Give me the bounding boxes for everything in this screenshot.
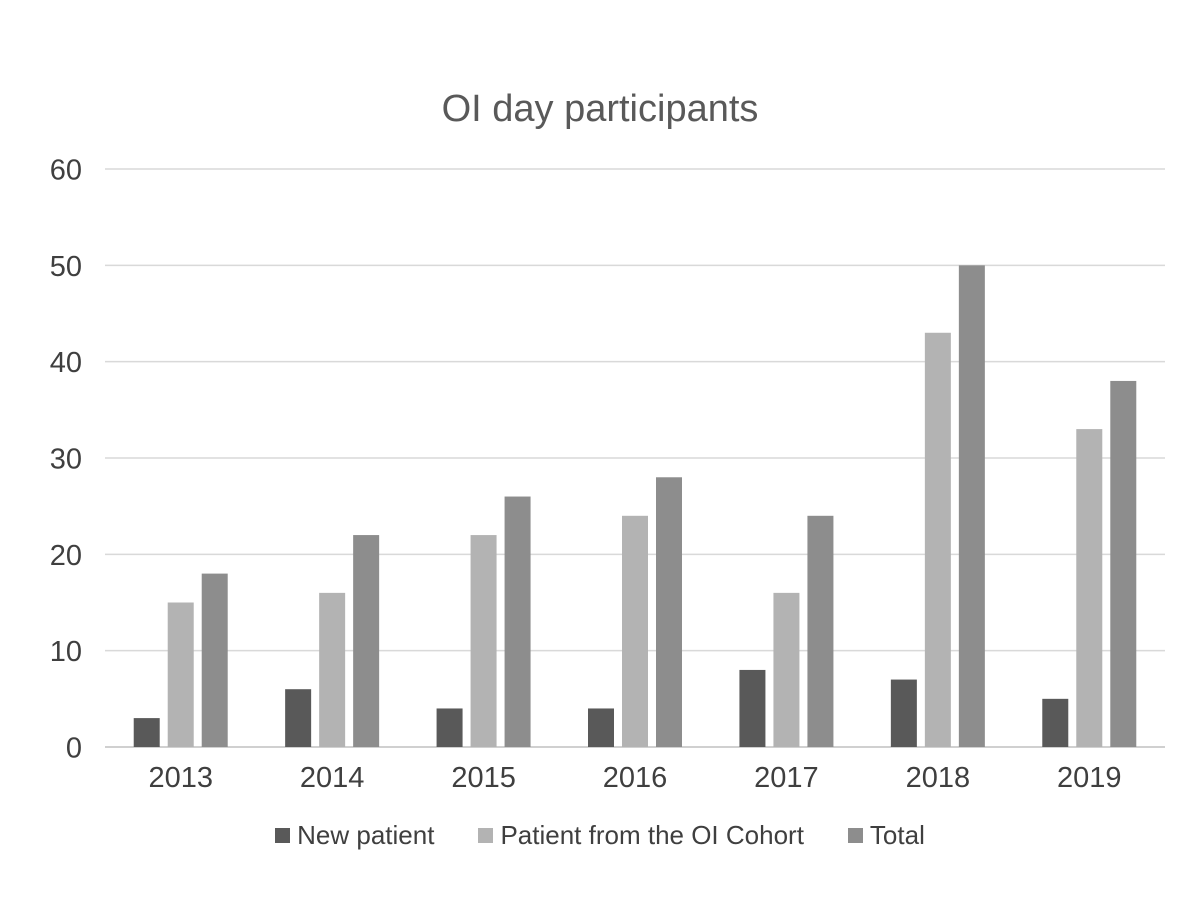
legend-label: Total (869, 820, 925, 850)
legend-swatch (847, 828, 863, 843)
y-tick-label: 60 (50, 155, 82, 187)
bar-new-patient (436, 708, 463, 747)
bar-patient-from-the-oi-cohort (622, 515, 648, 747)
bar-patient-from-the-oi-cohort (470, 535, 497, 747)
bar-total (656, 477, 682, 747)
bar-total (1110, 380, 1137, 747)
legend-item: New patient (275, 820, 434, 851)
x-tick-label: 2018 (906, 762, 971, 794)
x-tick-label: 2016 (603, 762, 668, 794)
bar-patient-from-the-oi-cohort (773, 592, 800, 747)
bar-total (807, 515, 834, 747)
bar-total (353, 535, 380, 747)
bar-new-patient (285, 689, 312, 747)
bar-patient-from-the-oi-cohort (167, 602, 194, 747)
x-tick-label: 2019 (1057, 762, 1122, 794)
bar-new-patient (1042, 698, 1069, 747)
y-tick-label: 20 (50, 540, 82, 572)
legend: New patient Patient from the OI Cohort Tot… (0, 820, 1200, 851)
legend-label: Patient from the OI Cohort (500, 820, 804, 850)
x-tick-label: 2017 (754, 762, 819, 794)
bar-patient-from-the-oi-cohort (1076, 429, 1103, 747)
bar-total (504, 496, 531, 747)
legend-label: New patient (297, 820, 435, 850)
y-tick-label: 0 (66, 733, 82, 765)
bar-new-patient (588, 708, 614, 747)
legend-item: Total (847, 820, 925, 851)
y-tick-label: 50 (50, 251, 82, 283)
y-tick-label: 10 (50, 636, 82, 668)
bar-total (958, 265, 985, 747)
legend-swatch (275, 828, 291, 843)
legend-item: Patient from the OI Cohort (478, 820, 804, 851)
x-tick-label: 2015 (451, 762, 516, 794)
y-tick-label: 30 (50, 444, 82, 476)
bar-total (201, 573, 228, 747)
bar-new-patient (133, 718, 160, 747)
bar-patient-from-the-oi-cohort (924, 332, 951, 747)
bar-new-patient (890, 679, 917, 747)
x-tick-label: 2013 (148, 762, 213, 794)
bar-patient-from-the-oi-cohort (319, 592, 346, 747)
bar-new-patient (739, 669, 766, 747)
x-tick-label: 2014 (300, 762, 365, 794)
y-tick-label: 40 (50, 347, 82, 379)
chart-title: OI day participants (441, 88, 759, 130)
legend-swatch (478, 828, 494, 843)
